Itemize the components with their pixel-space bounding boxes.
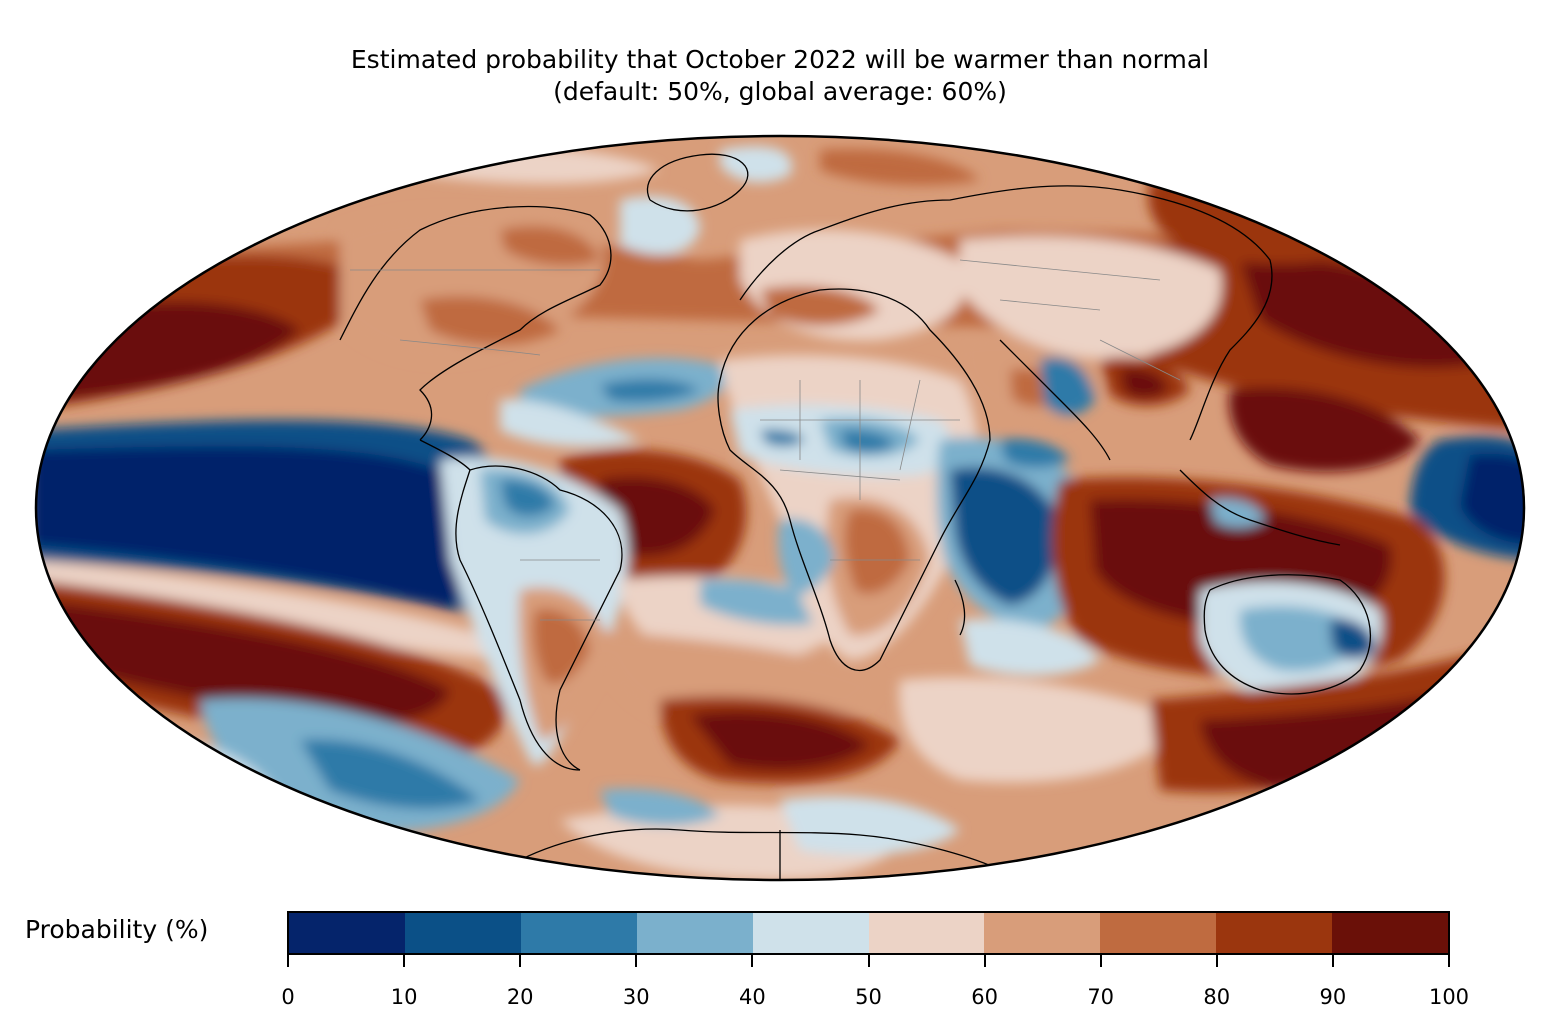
colorbar-tick [867, 955, 870, 967]
colorbar-tick [519, 955, 522, 967]
colorbar-tick-label: 40 [739, 985, 766, 1009]
colorbar-segment [520, 913, 637, 953]
colorbar-tick-label: 50 [855, 985, 882, 1009]
colorbar-segment [868, 913, 985, 953]
colorbar-tick [1099, 955, 1102, 967]
coastlines [339, 153, 1372, 880]
colorbar [287, 911, 1450, 955]
colorbar-tick-label: 60 [971, 985, 998, 1009]
chart-title: Estimated probability that October 2022 … [350, 45, 1210, 74]
country-borders [350, 259, 1181, 621]
colorbar-tick-label: 10 [390, 985, 418, 1009]
colorbar-segment [636, 913, 753, 953]
colorbar-tick [635, 955, 638, 967]
colorbar-segment [984, 913, 1101, 953]
colorbar-tick [1448, 955, 1450, 967]
colorbar-label: Probability (%) [25, 915, 209, 944]
colorbar-tick-label: 90 [1319, 985, 1347, 1009]
probability-field [36, 146, 1524, 880]
colorbar-tick-label: 80 [1203, 985, 1231, 1009]
colorbar-segment [404, 913, 521, 953]
colorbar-tick [983, 955, 986, 967]
colorbar-tick [403, 955, 406, 967]
colorbar-tick-label: 70 [1087, 985, 1115, 1009]
chart-subtitle: (default: 50%, global average: 60%) [553, 77, 1007, 106]
colorbar-tick [1331, 955, 1334, 967]
colorbar-tick [287, 955, 289, 967]
colorbar-segment [1332, 913, 1449, 953]
colorbar-tick-label: 0 [281, 985, 295, 1009]
colorbar-tick-label: 20 [506, 985, 534, 1009]
colorbar-segment [752, 913, 869, 953]
map-outline [34, 134, 1526, 882]
colorbar-tick [751, 955, 754, 967]
colorbar-segment [1100, 913, 1217, 953]
colorbar-tick [1215, 955, 1218, 967]
world-map [34, 134, 1526, 882]
colorbar-tick-label: 100 [1428, 985, 1470, 1009]
colorbar-tick-label: 30 [622, 985, 650, 1009]
colorbar-segment [289, 913, 405, 953]
colorbar-segment [1216, 913, 1333, 953]
